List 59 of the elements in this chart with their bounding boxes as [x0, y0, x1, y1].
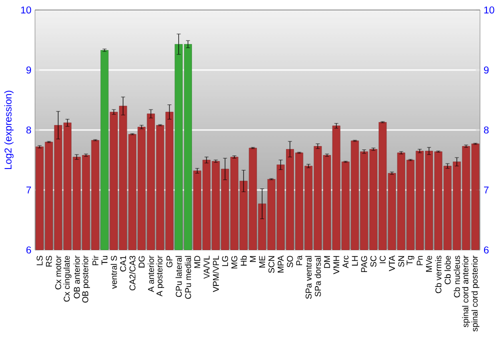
- y-axis-title: Log2 (expression): [4, 90, 14, 170]
- x-tick-label: Tu: [102, 256, 108, 265]
- x-tick-label: CPu medial: [184, 256, 192, 299]
- x-tick-label: ventral S: [110, 256, 117, 289]
- x-tick-label: SCN: [268, 256, 274, 273]
- x-tick-label: Cx motor: [55, 256, 62, 290]
- x-tick-label: Cb nucleus: [454, 256, 460, 298]
- y-tick-label: 8: [26, 126, 32, 134]
- x-tick-label: Tg: [406, 256, 414, 266]
- y-tick-label: 9: [26, 66, 32, 74]
- y2-tick-label: 8: [484, 126, 489, 134]
- y-tick-label: 6: [26, 246, 32, 254]
- x-tick-label: MPA: [278, 255, 284, 272]
- x-tick-label: spinal cord posterior: [471, 256, 480, 332]
- x-tick-label: SO: [286, 256, 293, 268]
- x-tick-label: DG: [138, 256, 145, 268]
- x-tick-label: VTA: [389, 255, 395, 272]
- y2-tick-label: 7: [484, 186, 489, 194]
- x-tick-label: Arc: [342, 256, 349, 268]
- x-tick-label: VA/VL: [203, 256, 210, 279]
- x-tick-label: SPa ventral: [305, 256, 312, 299]
- x-tick-label: CA1: [120, 256, 126, 272]
- x-tick-label: LG: [222, 256, 228, 266]
- y2-tick-label: 10: [484, 6, 494, 14]
- x-tick-label: VMH: [333, 256, 340, 274]
- x-tick-label: MD: [194, 256, 200, 268]
- x-tick-label: VPM/VPL: [212, 256, 219, 292]
- y2-tick-label: 9: [484, 66, 489, 74]
- x-tick-label: CPu lateral: [176, 256, 182, 297]
- x-tick-label: ME: [259, 256, 266, 268]
- x-tick-label: RS: [46, 256, 52, 267]
- x-tick-label: OB anterior: [74, 256, 80, 298]
- x-tick-label: MG: [231, 256, 238, 268]
- y2-tick-label: 6: [484, 246, 489, 254]
- x-tick-label: PAG: [361, 256, 368, 272]
- x-tick-label: Cb lobe: [444, 256, 451, 284]
- x-tick-label: LS: [36, 256, 43, 266]
- x-tick-label: A posterior: [156, 256, 164, 296]
- x-tick-label: MVe: [426, 256, 432, 272]
- x-tick-label: A anterior: [148, 256, 154, 292]
- x-tick-label: SN: [398, 256, 404, 267]
- x-tick-label: Pir: [92, 256, 98, 266]
- x-tick-label: Cb vermis: [435, 256, 442, 294]
- x-tick-label: IC: [380, 256, 386, 264]
- x-tick-label: Hb: [240, 256, 247, 266]
- x-tick-label: M: [250, 256, 256, 262]
- x-tick-label: DM: [324, 256, 330, 268]
- x-tick-label: spinal cord anterior: [462, 256, 470, 328]
- x-tick-label: CA2/CA3: [129, 256, 136, 290]
- x-tick-label: Pa: [296, 255, 302, 266]
- y-tick-label: 10: [21, 6, 32, 14]
- y-tick-label: 7: [26, 186, 31, 194]
- x-tick-label: Pn: [416, 256, 423, 266]
- x-tick-label: LH: [352, 256, 358, 266]
- x-tick-label: GP: [166, 256, 172, 268]
- x-tick-label: OB posterior: [82, 256, 90, 303]
- x-tick-label: SC: [370, 256, 376, 267]
- x-tick-label: Cx cingulate: [63, 256, 72, 302]
- x-tick-label: SPa dorsal: [314, 256, 321, 296]
